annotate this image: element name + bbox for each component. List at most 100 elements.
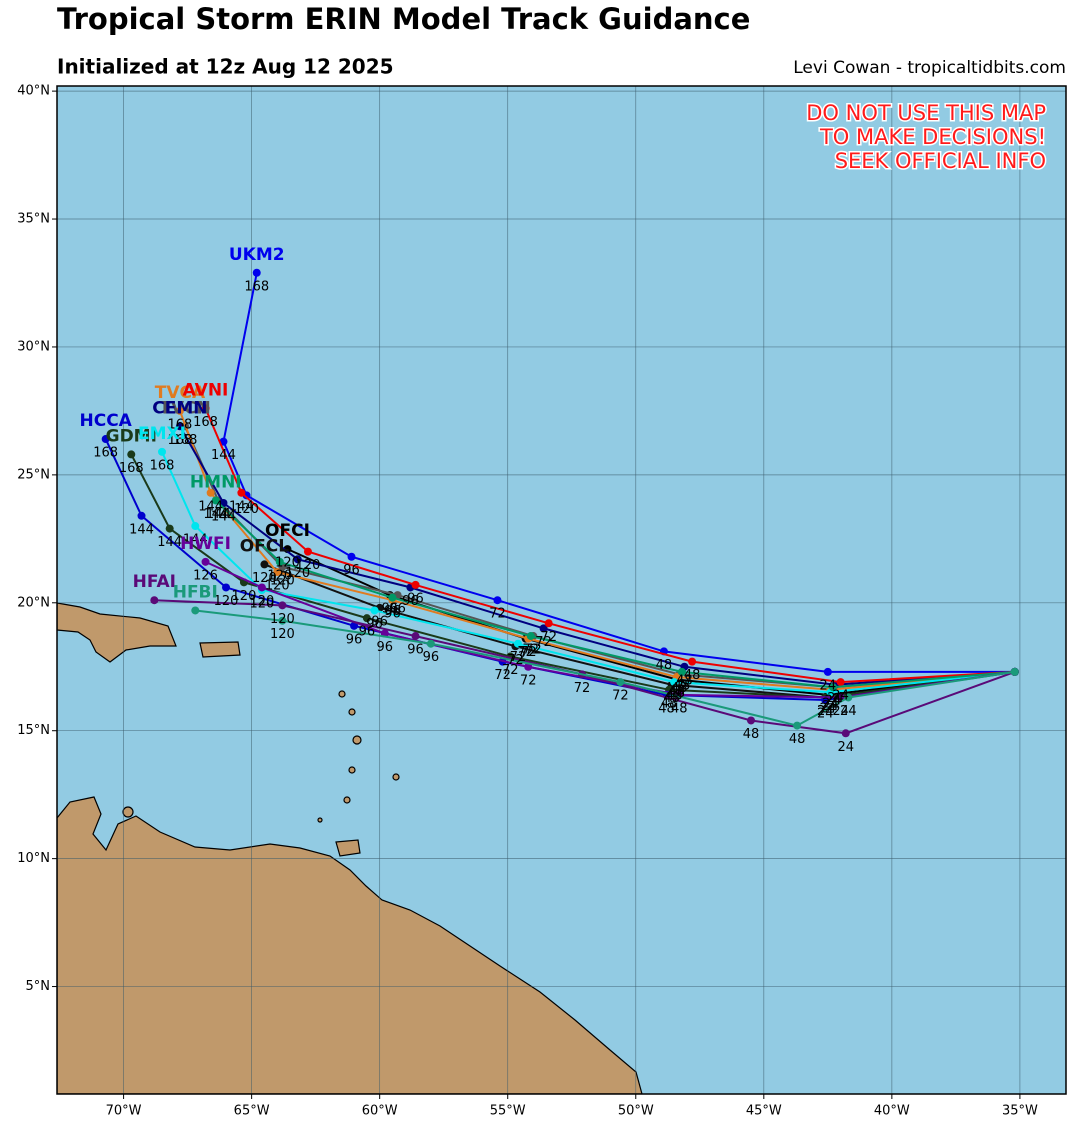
hour-label: 72 [502,663,519,678]
model-label: HCCA [79,411,132,431]
hour-label: 144 [203,507,228,522]
y-tick-label: 10°N [17,851,50,866]
hour-label: 24 [827,691,844,706]
y-tick-label: 5°N [26,979,51,994]
hour-label: 72 [520,645,537,660]
track-point [127,450,136,459]
track-point [411,580,420,589]
track-line [179,425,1015,686]
hour-label: 72 [535,635,552,650]
hour-label: 120 [270,612,295,627]
hour-label: 24 [832,689,849,704]
model-label: OFCI [265,521,310,541]
track-point [1010,667,1019,676]
hour-label: 96 [366,617,383,632]
hour-label: 96 [389,602,406,617]
island [392,773,400,781]
hour-label: 144 [198,499,223,514]
island [343,796,351,804]
hour-label: 144 [183,533,208,548]
x-tick-label: 70°W [106,1104,142,1119]
y-tick-label: 30°N [17,339,50,354]
track-line [222,272,1015,673]
track-point [260,560,269,569]
y-tick-label: 15°N [17,723,50,738]
model-label: TVCA [155,383,206,403]
model-label: AVNI [183,380,229,400]
island [338,690,346,698]
hour-label: 96 [384,607,401,622]
hour-label: 120 [270,573,295,588]
track-point [293,555,302,564]
model-label: HFAI [133,572,176,592]
hour-label: 120 [249,594,274,609]
hour-label: 48 [676,673,693,688]
hour-label: 72 [494,668,511,683]
track-point [370,606,379,615]
track-point [841,729,850,738]
x-tick-label: 35°W [1002,1104,1038,1119]
hour-label: 144 [157,535,182,550]
x-tick-label: 40°W [874,1104,910,1119]
track-point [493,596,502,605]
island [317,817,323,823]
hour-label: 120 [270,627,295,642]
hour-label: 72 [489,607,506,622]
hour-label: 48 [668,686,685,701]
hour-label: 72 [574,681,591,696]
track-point [165,524,174,533]
track-point [201,557,210,566]
x-tick-label: 50°W [618,1104,654,1119]
track-point [828,683,837,692]
subtitle: Initialized at 12z Aug 12 2025 [57,55,394,79]
warning-line: TO MAKE DECISIONS! [819,125,1046,149]
track-point [823,667,832,676]
track-point [670,678,679,687]
x-tick-label: 55°W [490,1104,526,1119]
hour-label: 96 [382,602,399,617]
hour-label: 168 [93,446,118,461]
y-tick-label: 35°N [17,212,50,227]
track-point [273,568,282,577]
hour-label: 120 [234,502,259,517]
hour-label: 168 [119,461,144,476]
hour-label: 126 [193,568,218,583]
hour-label: 24 [825,694,842,709]
track-point [175,422,184,431]
hour-label: 48 [671,681,688,696]
track-point [844,693,853,702]
hour-label: 120 [267,568,292,583]
hispaniola [57,602,177,663]
hour-label: 24 [822,699,839,714]
track-point [836,693,845,702]
model-label: OFCL [240,536,290,556]
hour-label: 120 [252,571,277,586]
hour-label: 48 [666,689,683,704]
model-label: EMXI [138,424,186,444]
island [352,735,362,745]
track-point [101,435,110,444]
hour-label: 120 [214,594,239,609]
hour-label: 96 [371,614,388,629]
hour-label: 48 [656,658,673,673]
track-point [157,447,166,456]
hour-label: 72 [540,630,557,645]
hour-label: 72 [612,689,629,704]
y-tick-label: 40°N [17,84,50,99]
hour-label: 72 [520,673,537,688]
island [348,766,356,774]
model-label: HMNI [190,472,242,492]
track-point [411,632,420,641]
hour-label: 120 [296,558,321,573]
track-point [237,488,246,497]
track-point [362,614,371,623]
hour-label: 120 [265,579,290,594]
track-line [287,548,1015,696]
track-point [836,678,845,687]
hour-label: 96 [384,604,401,619]
track-point [616,678,625,687]
hour-label: 24 [817,707,834,722]
hour-label: 168 [168,433,193,448]
title: Tropical Storm ERIN Model Track Guidance [57,2,750,36]
